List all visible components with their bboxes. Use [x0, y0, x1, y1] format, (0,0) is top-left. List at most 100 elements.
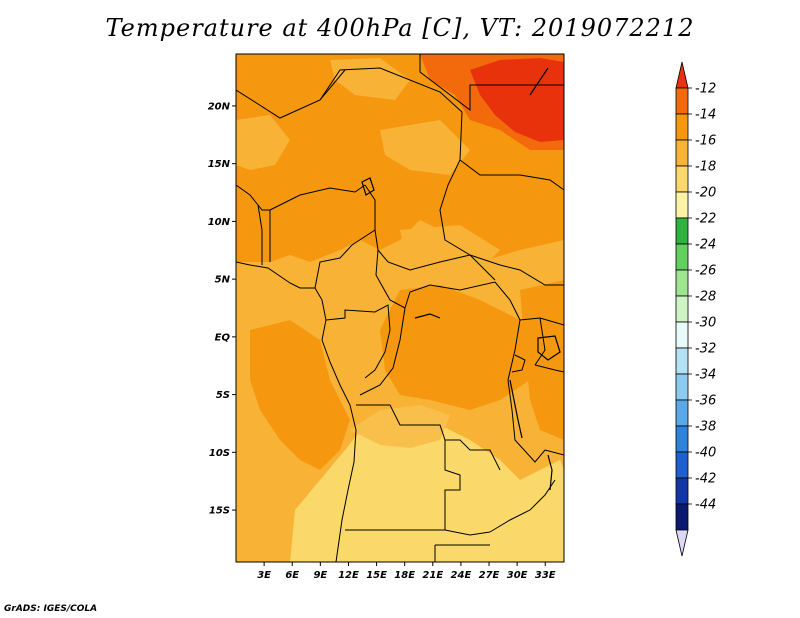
lat-tick-label: 10N [208, 217, 231, 228]
border-namibia-botswana [434, 544, 490, 562]
field-m18-band [350, 405, 450, 448]
colorbar-segment [675, 477, 689, 505]
colorbar-label: -40 [695, 446, 716, 461]
border-zambia-south [489, 479, 556, 533]
border-nigeria-cameroon [314, 184, 376, 289]
map-frame [235, 53, 565, 563]
colorbar-top-triangle [675, 61, 689, 89]
coastline-west-africa [236, 261, 357, 562]
colorbar-segment [675, 295, 689, 323]
colorbar-segment [675, 217, 689, 245]
lon-tick-label: 33E [535, 570, 556, 581]
colorbar-segment [675, 451, 689, 479]
colorbar-label: -28 [695, 290, 716, 305]
colorbar-label: -24 [695, 238, 716, 253]
colorbar-segment [675, 87, 689, 115]
colorbar-label: -36 [695, 394, 716, 409]
border-cameroon-car [375, 249, 406, 309]
lon-tick-label: 21E [422, 570, 443, 581]
colorbar-label: -44 [695, 498, 716, 513]
border-niger-chad [319, 67, 463, 113]
field-m16-pocket-c [330, 58, 410, 100]
country-borders [236, 54, 564, 562]
lake-tanganyika [509, 379, 523, 439]
lake-chad [361, 177, 375, 196]
colorbar-label: -34 [695, 368, 716, 383]
lon-tick-label: 18E [394, 570, 415, 581]
colorbar-label: -18 [695, 160, 716, 175]
lon-tick-label: 15E [366, 570, 387, 581]
border-car-drc [404, 281, 511, 309]
border-libya-sudan [419, 54, 564, 112]
border-south-sudan [469, 254, 564, 286]
colorbar-label: -26 [695, 264, 716, 279]
lon-tick-label: 9E [313, 570, 327, 581]
colorbar-bottom-triangle [675, 529, 689, 557]
colorbar-label: -42 [695, 472, 716, 487]
lat-tick-label: 20N [208, 101, 231, 112]
border-angola-zambia [444, 440, 461, 530]
border-benin [257, 204, 263, 265]
credit-label: GrADS: IGES/COLA [4, 604, 98, 614]
lake-tumba [414, 313, 441, 319]
colorbar-label: -16 [695, 134, 716, 149]
colorbar-segment [675, 399, 689, 427]
border-congo-drc [359, 307, 406, 396]
border-rwanda [511, 354, 526, 373]
temperature-field [236, 54, 564, 562]
lat-tick-label: 10S [209, 448, 230, 459]
colorbar-segment [675, 139, 689, 167]
lat-tick-label: 15N [208, 159, 231, 170]
border-uganda-kenya [519, 317, 564, 366]
colorbar-segment [675, 165, 689, 193]
colorbar-segment [675, 503, 689, 531]
colorbar-label: -32 [695, 342, 716, 357]
border-burkina [236, 184, 270, 211]
lat-tick-label: 15S [209, 506, 230, 517]
field-m20-south [290, 415, 564, 562]
lakes [361, 67, 561, 491]
lat-tick-label: 5N [215, 275, 231, 286]
field-m14-east [520, 280, 564, 440]
colorbar-label: -22 [695, 212, 716, 227]
border-sudan-south [459, 159, 564, 191]
colorbar-segment [675, 425, 689, 453]
border-angola-namibia [345, 529, 491, 536]
lon-tick-label: 27E [479, 570, 500, 581]
colorbar-label: -30 [695, 316, 716, 331]
border-drc-east [507, 299, 546, 463]
colorbar-label: -12 [695, 82, 716, 97]
colorbar-label: -20 [695, 186, 716, 201]
red-sea-coast [529, 67, 549, 96]
border-algeria-south [236, 69, 346, 119]
lat-tick-label: EQ [215, 332, 231, 343]
colorbar-segment [675, 191, 689, 219]
lake-malawi [547, 454, 553, 491]
lon-tick-label: 30E [507, 570, 528, 581]
border-niger-nigeria [269, 184, 366, 262]
lon-tick-label: 6E [285, 570, 299, 581]
colorbar-segment [675, 347, 689, 375]
colorbar-segment [675, 321, 689, 349]
latitude-axis: 20N 15N 10N 5N EQ 5S 10S 15S [208, 101, 236, 517]
colorbar-segment [675, 373, 689, 401]
colorbar: -12 -14 -16 -18 -20 -22 -24 -26 -28 -30 -32 -34 -36 -… [675, 61, 716, 557]
field-m16-pocket-a [380, 120, 470, 175]
field-m14-west [250, 320, 350, 470]
border-chad-car [374, 229, 471, 271]
field-m16-pocket-b [236, 115, 290, 170]
colorbar-label: -14 [695, 108, 716, 123]
lake-victoria [537, 335, 561, 361]
field-m16-pocket-d [400, 225, 500, 270]
longitude-axis: 3E 6E 9E 12E 15E 18E 21E 24E 27E 30E 33E [257, 562, 556, 581]
lon-tick-label: 3E [257, 570, 271, 581]
lat-tick-label: 5S [216, 390, 230, 401]
colorbar-segment [675, 113, 689, 141]
border-tanzania [534, 364, 564, 456]
colorbar-segment [675, 243, 689, 271]
lon-tick-label: 12E [338, 570, 359, 581]
lon-tick-label: 24E [451, 570, 472, 581]
map-title: Temperature at 400hPa [C], VT: 201907221… [105, 14, 695, 42]
border-gabon-congo [325, 304, 391, 379]
